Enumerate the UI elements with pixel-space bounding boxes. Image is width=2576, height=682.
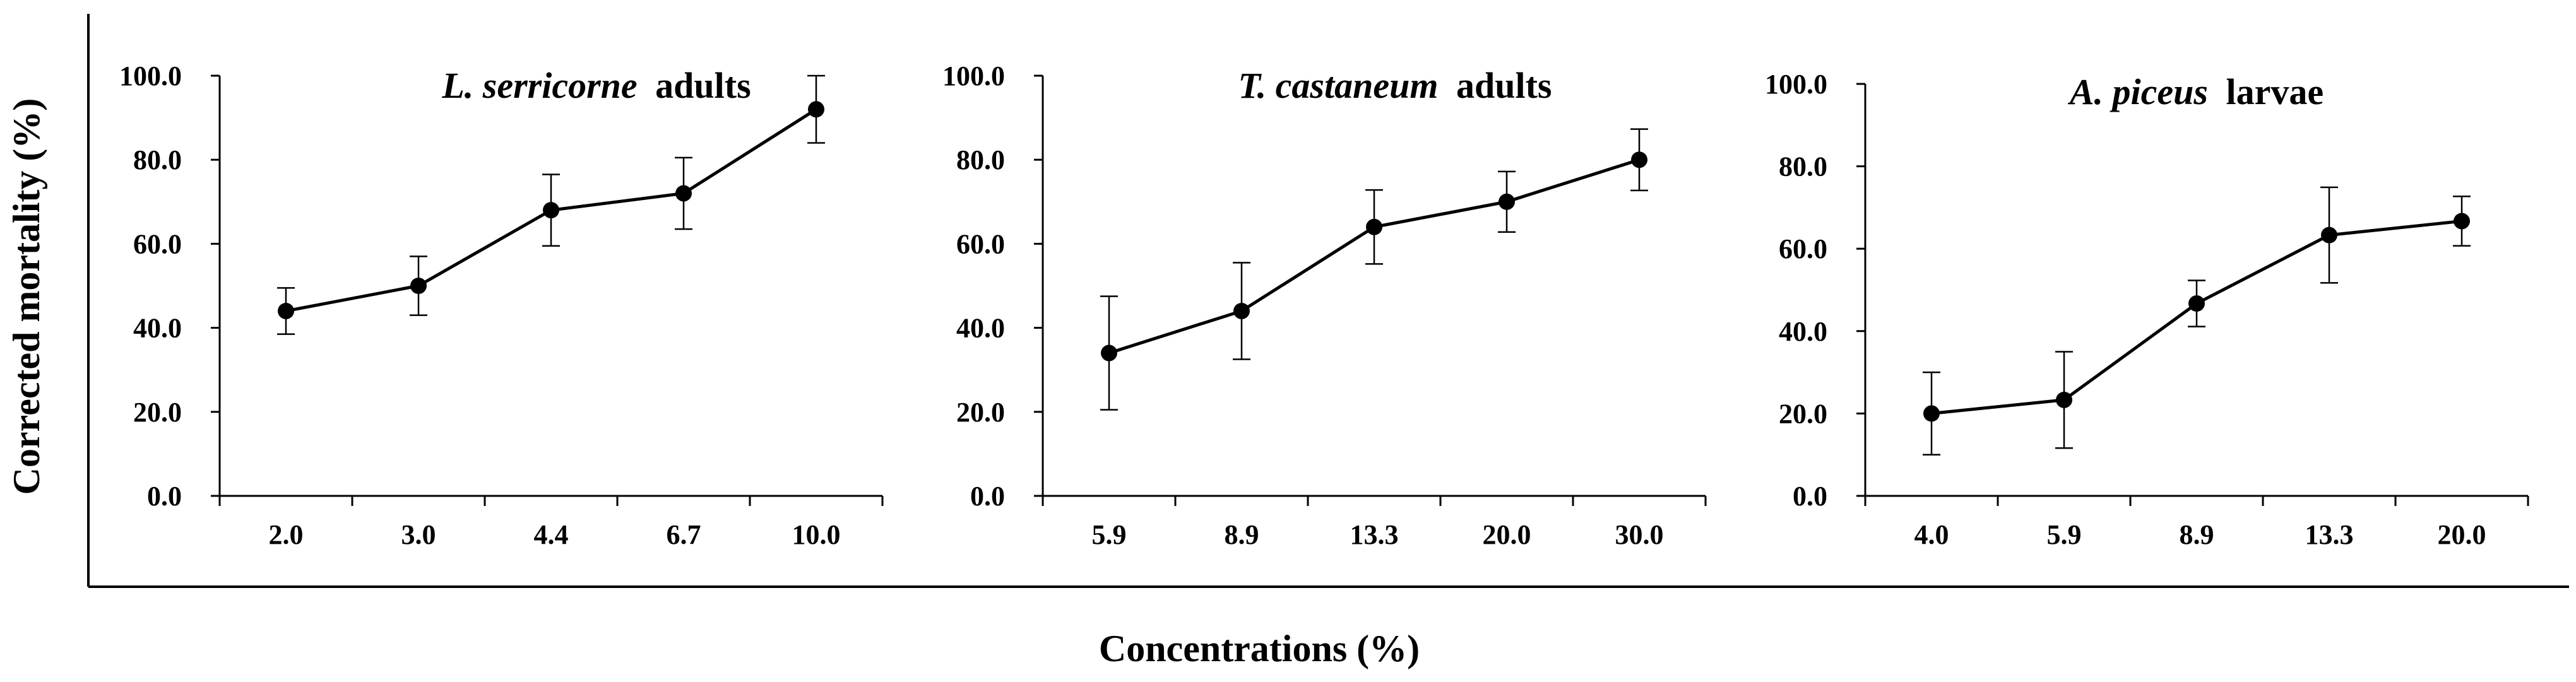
panel-2-x-tick-label: 5.9: [1092, 519, 1127, 550]
panel-2-y-tick-label: 80.0: [956, 144, 1005, 175]
panel-3-x-tick-label: 5.9: [2047, 519, 2082, 550]
panel-2-data-point: [1499, 193, 1515, 210]
panel-3-x-tick-label: 13.3: [2305, 519, 2354, 550]
panel-2-title-stage: adults: [1456, 65, 1552, 106]
panel-3-title: A. piceus larvae: [2068, 71, 2324, 112]
panel-1-data-point: [410, 278, 427, 294]
panel-2-data-point: [1101, 344, 1117, 362]
panel-2: T. castaneum adults 0.0 20.0 40.0 60.0 80.0 1…: [942, 61, 1707, 550]
panel-1: L. serricorne adults 0.0 20.0 40.0 60.0 80.0…: [119, 61, 884, 550]
panel-3-data-point: [2454, 213, 2470, 230]
panel-3-y-tick-label: 20.0: [1779, 398, 1827, 429]
figure-y-label: Corrected mortality (%): [6, 98, 47, 495]
panel-1-data-point: [543, 202, 559, 219]
panel-3-x-tick-label: 8.9: [2180, 519, 2214, 550]
panel-2-x-tick-label: 30.0: [1615, 519, 1664, 550]
panel-3-y-tick-label: 100.0: [1765, 69, 1827, 100]
panel-2-data-point: [1366, 218, 1382, 235]
panel-2-y-tick-label: 40.0: [956, 313, 1005, 344]
panel-3-title-species: A. piceus: [2068, 71, 2208, 112]
panel-2-x-tick-label: 13.3: [1350, 519, 1399, 550]
panel-1-data-point: [278, 302, 294, 319]
panel-1-title-species: L. serricorne: [441, 65, 637, 106]
panel-3: A. piceus larvae 0.0 20.0 40.0 60.0 80.0 100.…: [1765, 69, 2529, 550]
panel-1-title-stage: adults: [655, 65, 751, 106]
panel-2-title-species: T. castaneum: [1238, 65, 1439, 106]
panel-3-x-tick-label: 4.0: [1914, 519, 1949, 550]
panel-2-y-tick-label: 100.0: [942, 61, 1005, 91]
panel-3-y-tick-label: 0.0: [1793, 481, 1827, 512]
panel-1-x-tick-label: 6.7: [667, 519, 701, 550]
panel-1-y-tick-label: 100.0: [119, 61, 182, 91]
panel-2-x-tick-label: 20.0: [1483, 519, 1531, 550]
panel-2-y-tick-label: 60.0: [956, 228, 1005, 259]
panel-1-y-tick-label: 0.0: [147, 481, 182, 512]
panel-1-x-tick-label: 2.0: [269, 519, 304, 550]
panel-2-y-tick-label: 0.0: [970, 481, 1005, 512]
panel-3-data-point: [1923, 405, 1940, 422]
figure-x-label: Concentrations (%): [1099, 628, 1420, 669]
panel-2-title: T. castaneum adults: [1238, 65, 1552, 106]
panel-1-y-tick-label: 40.0: [133, 313, 182, 344]
panel-1-y-tick-label: 80.0: [133, 144, 182, 175]
panel-2-data-point: [1233, 302, 1250, 319]
panel-3-y-tick-label: 60.0: [1779, 233, 1827, 264]
panel-1-x-tick-label: 3.0: [401, 519, 436, 550]
panel-3-x-tick-label: 20.0: [2438, 519, 2486, 550]
panel-1-y-tick-label: 20.0: [133, 397, 182, 428]
panel-3-y-tick-label: 80.0: [1779, 151, 1827, 182]
panel-2-x-tick-label: 8.9: [1225, 519, 1259, 550]
panel-1-x-tick-label: 4.4: [534, 519, 569, 550]
panel-3-y-tick-label: 40.0: [1779, 316, 1827, 347]
panel-3-title-stage: larvae: [2226, 71, 2324, 112]
panel-1-y-tick-label: 60.0: [133, 228, 182, 259]
panel-1-title: L. serricorne adults: [441, 65, 751, 106]
panel-2-y-tick-label: 20.0: [956, 397, 1005, 428]
panel-3-data-point: [2056, 391, 2072, 408]
panel-3-data-point: [2321, 226, 2337, 244]
panel-2-data-point: [1631, 151, 1647, 168]
panel-3-data-point: [2188, 295, 2205, 312]
panel-1-data-point: [675, 185, 692, 202]
panel-1-x-tick-label: 10.0: [792, 519, 841, 550]
panel-1-data-point: [808, 101, 824, 118]
